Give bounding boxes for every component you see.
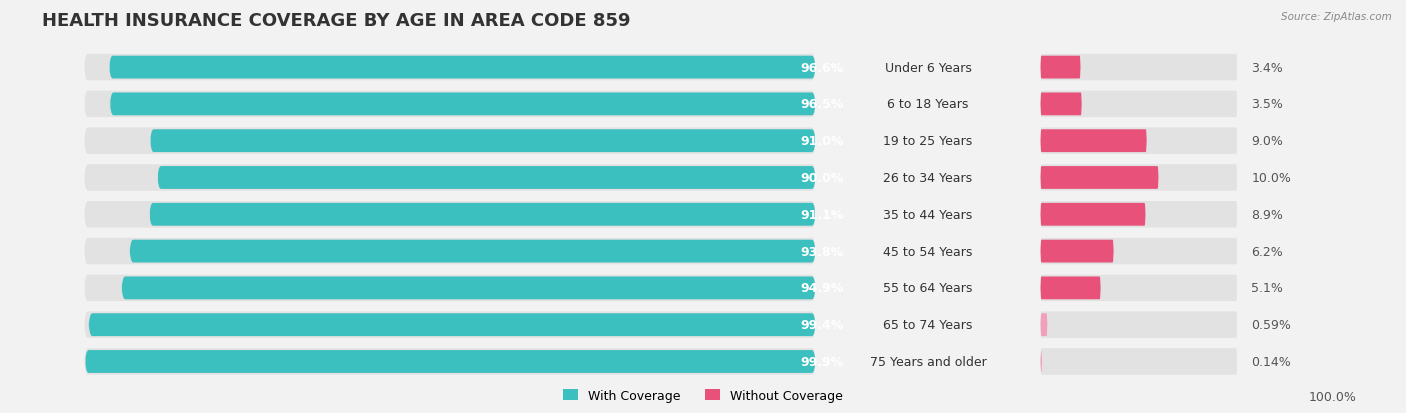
FancyBboxPatch shape [1040,128,1237,154]
FancyBboxPatch shape [1040,202,1237,228]
Text: 91.0%: 91.0% [801,135,844,148]
FancyBboxPatch shape [1040,277,1101,299]
Text: 5.1%: 5.1% [1251,282,1284,294]
Text: 26 to 34 Years: 26 to 34 Years [883,171,973,185]
FancyBboxPatch shape [1040,313,1047,336]
Text: Source: ZipAtlas.com: Source: ZipAtlas.com [1281,12,1392,22]
FancyBboxPatch shape [150,130,815,153]
Text: 75 Years and older: 75 Years and older [869,355,987,368]
Text: 9.0%: 9.0% [1251,135,1284,148]
FancyBboxPatch shape [86,350,815,373]
FancyBboxPatch shape [1040,57,1081,79]
Text: 3.5%: 3.5% [1251,98,1284,111]
Text: 6 to 18 Years: 6 to 18 Years [887,98,969,111]
FancyBboxPatch shape [89,313,815,336]
FancyBboxPatch shape [1040,275,1237,301]
FancyBboxPatch shape [84,275,815,301]
FancyBboxPatch shape [157,167,815,190]
Text: 100.0%: 100.0% [1309,390,1357,403]
FancyBboxPatch shape [84,91,815,118]
FancyBboxPatch shape [1040,349,1237,375]
Text: HEALTH INSURANCE COVERAGE BY AGE IN AREA CODE 859: HEALTH INSURANCE COVERAGE BY AGE IN AREA… [42,12,631,30]
Text: 96.6%: 96.6% [801,62,844,74]
Text: 45 to 54 Years: 45 to 54 Years [883,245,973,258]
Text: 8.9%: 8.9% [1251,208,1284,221]
Text: 10.0%: 10.0% [1251,171,1291,185]
FancyBboxPatch shape [84,128,815,154]
Text: 0.14%: 0.14% [1251,355,1291,368]
FancyBboxPatch shape [1040,130,1147,153]
FancyBboxPatch shape [84,238,815,265]
FancyBboxPatch shape [1040,350,1042,373]
FancyBboxPatch shape [84,202,815,228]
FancyBboxPatch shape [84,165,815,191]
FancyBboxPatch shape [84,349,815,375]
FancyBboxPatch shape [110,57,815,79]
FancyBboxPatch shape [1040,312,1237,338]
FancyBboxPatch shape [149,203,815,226]
Text: 96.5%: 96.5% [801,98,844,111]
Text: 65 to 74 Years: 65 to 74 Years [883,318,973,331]
FancyBboxPatch shape [110,93,815,116]
Text: 90.0%: 90.0% [801,171,844,185]
Text: Under 6 Years: Under 6 Years [884,62,972,74]
FancyBboxPatch shape [1040,55,1237,81]
FancyBboxPatch shape [1040,93,1081,116]
Text: 35 to 44 Years: 35 to 44 Years [883,208,973,221]
FancyBboxPatch shape [122,277,815,299]
Text: 6.2%: 6.2% [1251,245,1284,258]
Text: 55 to 64 Years: 55 to 64 Years [883,282,973,294]
Text: 99.9%: 99.9% [801,355,844,368]
FancyBboxPatch shape [1040,240,1114,263]
Text: 3.4%: 3.4% [1251,62,1284,74]
FancyBboxPatch shape [1040,91,1237,118]
Text: 93.8%: 93.8% [801,245,844,258]
FancyBboxPatch shape [1040,203,1146,226]
FancyBboxPatch shape [84,312,815,338]
Text: 99.4%: 99.4% [801,318,844,331]
FancyBboxPatch shape [1040,167,1159,190]
FancyBboxPatch shape [1040,238,1237,265]
Text: 91.1%: 91.1% [801,208,844,221]
FancyBboxPatch shape [1040,165,1237,191]
Text: 0.59%: 0.59% [1251,318,1291,331]
Text: 94.9%: 94.9% [801,282,844,294]
FancyBboxPatch shape [84,55,815,81]
FancyBboxPatch shape [129,240,815,263]
Text: 19 to 25 Years: 19 to 25 Years [883,135,973,148]
Legend: With Coverage, Without Coverage: With Coverage, Without Coverage [558,384,848,407]
